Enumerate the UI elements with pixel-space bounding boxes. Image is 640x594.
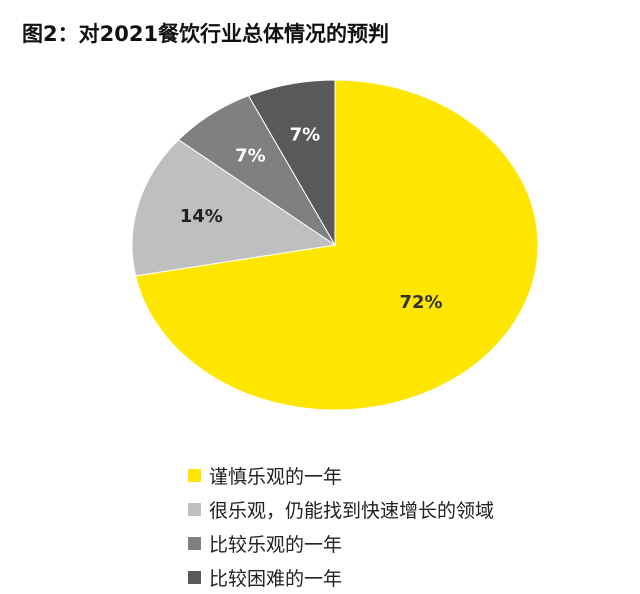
slice-data-label-4: 7% [290, 125, 321, 146]
legend-swatch [188, 502, 201, 516]
legend-label: 谨慎乐观的一年 [209, 465, 343, 488]
slice-data-label-3: 7% [235, 145, 266, 166]
pie-slices [131, 80, 539, 411]
slice-data-label-1: 72% [399, 292, 442, 313]
legend-item-4: 比较困难的一年 [188, 560, 494, 594]
slice-data-label-2: 14% [180, 206, 223, 227]
legend-swatch [188, 468, 201, 482]
pie-slice-4 [247, 80, 336, 247]
legend-label: 比较乐观的一年 [209, 533, 343, 556]
legend-swatch [188, 536, 201, 550]
chart-legend: 谨慎乐观的一年很乐观，仍能找到快速增长的领域 比较乐观的一年 比较困难的一年 [188, 458, 494, 594]
pie-chart: 72% 14% 7% 7% [131, 80, 539, 411]
chart-title: 图2：对2021餐饮行业总体情况的预判 [22, 22, 390, 46]
pie-data-labels: 72% 14% 7% 7% [180, 125, 443, 313]
pie-slice-1 [134, 80, 539, 411]
legend-item-2: 很乐观，仍能找到快速增长的领域 [188, 492, 494, 526]
pie-slice-2 [131, 139, 337, 277]
legend-label: 比较困难的一年 [209, 567, 343, 590]
legend-swatch [188, 570, 201, 584]
legend-item-1: 谨慎乐观的一年 [188, 458, 494, 492]
legend-item-3: 比较乐观的一年 [188, 526, 494, 560]
legend-label: 很乐观，仍能找到快速增长的领域 [209, 499, 495, 522]
